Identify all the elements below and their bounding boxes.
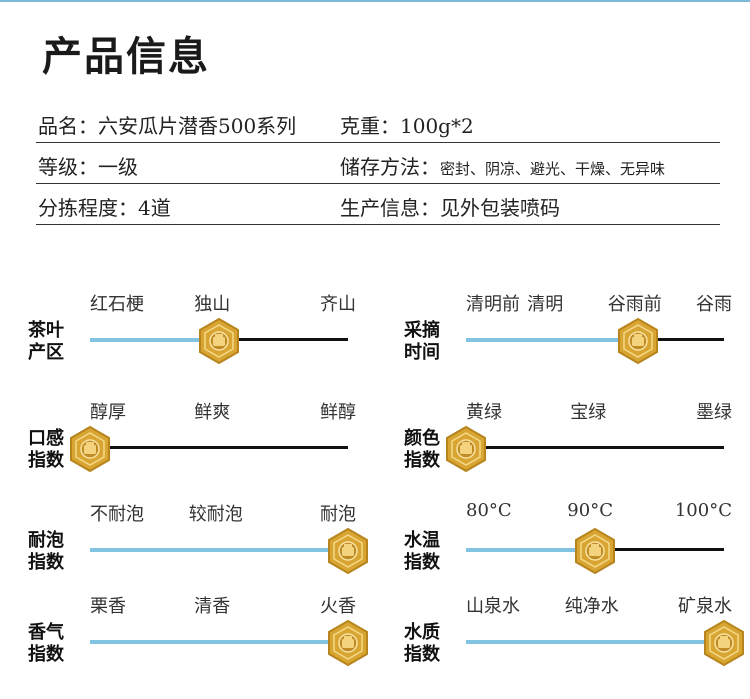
metric-option-label: 栗香: [90, 596, 126, 617]
metric-option-label: 100°C: [674, 500, 732, 521]
metric-label: 耐泡 指数: [28, 530, 64, 573]
metric-indicator: 水质 指数 山泉水 纯净水 矿泉水: [404, 592, 744, 692]
metric-indicator: 水温 指数 80°C 90°C 100°C: [404, 500, 734, 600]
metric-track-fill: [90, 338, 219, 342]
top-accent-line: [0, 0, 750, 2]
info-cell-name: 品名：六安瓜片潜香500系列: [38, 114, 297, 138]
info-row: 品名：六安瓜片潜香500系列 克重：100g*2: [36, 102, 720, 143]
metric-track-fill: [466, 640, 724, 644]
tea-badge-icon: [617, 317, 659, 365]
metric-option-label: 齐山: [320, 294, 356, 315]
metric-indicator: 耐泡 指数 不耐泡 较耐泡 耐泡: [28, 500, 368, 600]
metric-option-label: 纯净水: [564, 596, 619, 617]
metric-option-label: 墨绿: [696, 402, 732, 423]
metric-options: 清明前 清明 谷雨前 谷雨: [462, 290, 732, 315]
metric-option-label: 清明前: [466, 294, 520, 315]
tea-badge-icon: [69, 425, 111, 473]
metric-option-label: 谷雨: [696, 294, 732, 315]
metric-track-fill: [90, 548, 348, 552]
metric-option-label: 不耐泡: [90, 504, 144, 525]
metric-option-label: 鲜醇: [320, 402, 356, 423]
info-table: 品名：六安瓜片潜香500系列 克重：100g*2 等级：一级 储存方法：密封、阴…: [36, 102, 720, 225]
tea-badge-icon: [327, 619, 369, 667]
tea-badge-icon: [198, 317, 240, 365]
metric-option-label: 耐泡: [320, 504, 356, 525]
metric-label: 采摘 时间: [404, 320, 440, 363]
metric-options: 红石梗 独山 齐山: [86, 290, 356, 315]
metric-track-fill: [466, 338, 639, 342]
metric-indicator: 香气 指数 栗香 清香 火香: [28, 592, 368, 692]
info-row: 分拣程度：4道 生产信息：见外包装喷码: [36, 184, 720, 225]
metric-options: 80°C 90°C 100°C: [462, 500, 732, 524]
tea-badge-icon: [574, 527, 616, 575]
metric-track: [466, 446, 724, 449]
metric-track-fill: [90, 640, 348, 644]
metric-option-label: 火香: [320, 596, 356, 617]
metric-indicator: 采摘 时间 清明前 清明 谷雨前 谷雨: [404, 290, 734, 390]
metric-options: 山泉水 纯净水 矿泉水: [462, 592, 732, 617]
metric-option-label: 清香: [194, 596, 231, 617]
metric-label: 水质 指数: [404, 622, 440, 665]
metric-option-label: 较耐泡: [188, 504, 243, 525]
info-cell-production: 生产信息：见外包装喷码: [340, 196, 560, 220]
metric-option-label: 红石梗: [90, 294, 144, 315]
metric-option-label: 矿泉水: [678, 596, 732, 617]
page-title: 产品信息: [42, 34, 210, 80]
metric-option-label: 清明: [527, 294, 564, 315]
info-cell-weight: 克重：100g*2: [340, 114, 474, 138]
metric-indicator: 茶叶 产区 红石梗 独山 齐山: [28, 290, 358, 390]
metric-label: 口感 指数: [28, 428, 64, 471]
metric-track-fill: [466, 548, 595, 552]
metric-label: 茶叶 产区: [28, 320, 64, 363]
metric-option-label: 独山: [194, 294, 231, 315]
metric-option-label: 黄绿: [466, 402, 502, 423]
metric-option-label: 谷雨前: [607, 294, 662, 315]
metric-options: 栗香 清香 火香: [86, 592, 356, 617]
metric-option-label: 90°C: [567, 500, 613, 521]
tea-badge-icon: [445, 425, 487, 473]
info-cell-grade: 等级：一级: [38, 155, 138, 179]
info-cell-sorting: 分拣程度：4道: [38, 196, 171, 220]
metric-option-label: 宝绿: [570, 402, 607, 423]
metric-options: 醇厚 鲜爽 鲜醇: [86, 398, 356, 423]
info-cell-storage: 储存方法：密封、阴凉、避光、干燥、无异味: [340, 155, 666, 179]
tea-badge-icon: [703, 619, 745, 667]
info-row: 等级：一级 储存方法：密封、阴凉、避光、干燥、无异味: [36, 143, 720, 184]
metric-indicator: 口感 指数 醇厚 鲜爽 鲜醇: [28, 398, 358, 498]
metric-options: 不耐泡 较耐泡 耐泡: [86, 500, 356, 525]
metric-option-label: 山泉水: [466, 596, 520, 617]
metric-indicator: 颜色 指数 黄绿 宝绿 墨绿: [404, 398, 734, 498]
metric-track: [90, 446, 348, 449]
metric-option-label: 80°C: [466, 500, 512, 521]
tea-badge-icon: [327, 527, 369, 575]
metric-label: 香气 指数: [28, 622, 64, 665]
metric-option-label: 鲜爽: [194, 402, 231, 423]
metric-label: 水温 指数: [404, 530, 440, 573]
metric-option-label: 醇厚: [90, 402, 126, 423]
metric-label: 颜色 指数: [404, 428, 440, 471]
metric-options: 黄绿 宝绿 墨绿: [462, 398, 732, 423]
